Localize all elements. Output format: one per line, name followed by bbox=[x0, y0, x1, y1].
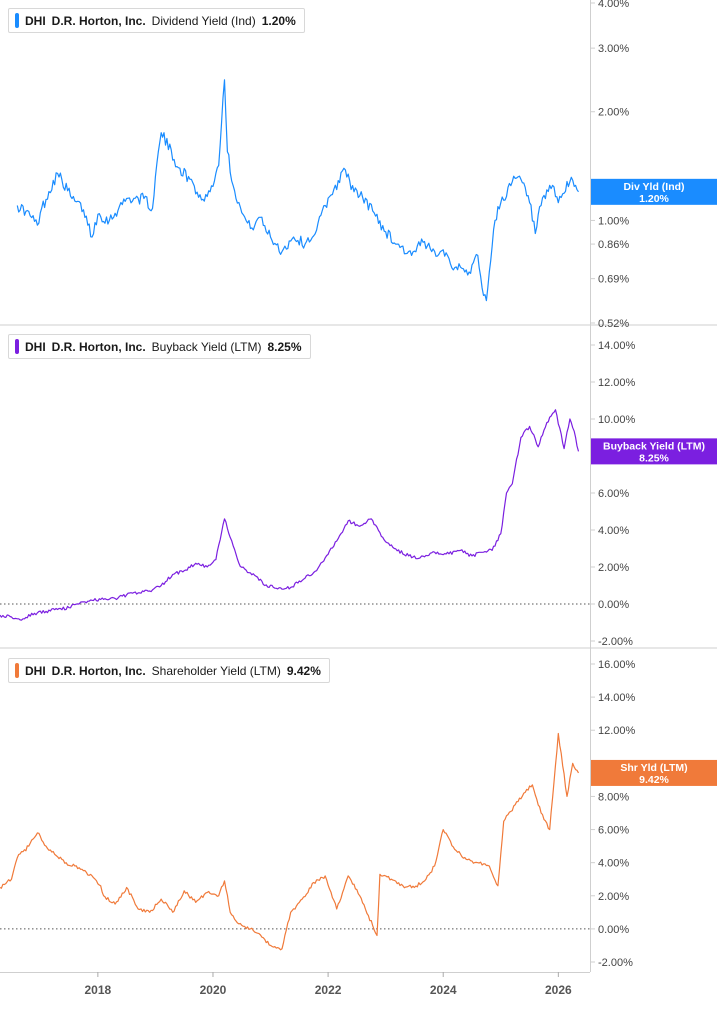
shareholder-yield-legend: DHI D.R. Horton, Inc. Shareholder Yield … bbox=[8, 658, 330, 683]
legend-company: D.R. Horton, Inc. bbox=[51, 663, 146, 678]
value-callout-value: 9.42% bbox=[639, 774, 669, 786]
y-tick-label: 8.00% bbox=[598, 791, 629, 803]
y-tick-label: 10.00% bbox=[598, 414, 636, 426]
y-tick-label: 6.00% bbox=[598, 825, 629, 837]
shareholder-yield-panel: 16.00%14.00%12.00%10.00%8.00%6.00%4.00%2… bbox=[0, 659, 717, 969]
y-tick-label: 0.69% bbox=[598, 274, 629, 286]
x-tick-label: 2018 bbox=[85, 983, 112, 997]
y-tick-label: -2.00% bbox=[598, 636, 633, 648]
series-line bbox=[0, 409, 580, 621]
legend-ticker: DHI bbox=[25, 339, 46, 354]
legend-company: D.R. Horton, Inc. bbox=[51, 13, 146, 28]
x-axis: 2018 2020 2022 2024 2026 bbox=[0, 972, 590, 997]
y-tick-label: 16.00% bbox=[598, 659, 636, 671]
y-tick-label: 4.00% bbox=[598, 0, 629, 10]
value-callout-label: Buyback Yield (LTM) bbox=[603, 440, 705, 452]
shareholder-yield-swatch bbox=[15, 663, 19, 678]
legend-metric: Buyback Yield (LTM) bbox=[151, 339, 262, 354]
y-tick-label: 1.00% bbox=[598, 215, 629, 227]
dividend-yield-swatch bbox=[15, 13, 19, 28]
value-callout bbox=[591, 759, 717, 786]
legend-ticker: DHI bbox=[25, 13, 46, 28]
buyback-yield-legend: DHI D.R. Horton, Inc. Buyback Yield (LTM… bbox=[8, 334, 311, 359]
legend-value: 1.20% bbox=[261, 13, 296, 28]
y-tick-label: 14.00% bbox=[598, 340, 636, 352]
series-line bbox=[0, 732, 580, 951]
y-tick-label: 2.00% bbox=[598, 562, 629, 574]
legend-value: 9.42% bbox=[286, 663, 321, 678]
y-tick-label: 4.00% bbox=[598, 858, 629, 870]
y-tick-label: 2.00% bbox=[598, 107, 629, 119]
series-line bbox=[16, 79, 579, 302]
x-tick-label: 2026 bbox=[545, 983, 572, 997]
legend-ticker: DHI bbox=[25, 663, 46, 678]
value-callout bbox=[591, 178, 717, 205]
legend-metric: Dividend Yield (Ind) bbox=[151, 13, 256, 28]
legend-value: 8.25% bbox=[267, 339, 302, 354]
value-callout-value: 8.25% bbox=[639, 452, 669, 464]
y-tick-label: 14.00% bbox=[598, 692, 636, 704]
dividend-yield-legend: DHI D.R. Horton, Inc. Dividend Yield (In… bbox=[8, 8, 305, 33]
y-tick-label: 2.00% bbox=[598, 891, 629, 903]
y-tick-label: 0.00% bbox=[598, 599, 629, 611]
y-tick-label: 12.00% bbox=[598, 725, 636, 737]
x-tick-label: 2022 bbox=[315, 983, 342, 997]
y-tick-label: 0.86% bbox=[598, 239, 629, 251]
y-tick-label: 3.00% bbox=[598, 43, 629, 55]
y-tick-label: 0.00% bbox=[598, 924, 629, 936]
dividend-yield-panel: 4.00% 3.00% 2.00% 1.00% 0.86% 0.69% 0.52% Div Y… bbox=[16, 0, 717, 330]
x-tick-label: 2020 bbox=[200, 983, 227, 997]
buyback-yield-panel: 14.00%12.00%10.00%8.00%6.00%4.00%2.00%0.… bbox=[0, 340, 717, 648]
legend-metric: Shareholder Yield (LTM) bbox=[151, 663, 281, 678]
value-callout bbox=[591, 438, 717, 465]
buyback-yield-swatch bbox=[15, 339, 19, 354]
y-tick-label: 4.00% bbox=[598, 525, 629, 537]
y-tick-label: -2.00% bbox=[598, 957, 633, 969]
x-tick-label: 2024 bbox=[430, 983, 457, 997]
value-callout-label: Div Yld (Ind) bbox=[623, 181, 684, 193]
panel-dividers bbox=[0, 0, 717, 972]
y-tick-label: 6.00% bbox=[598, 488, 629, 500]
value-callout-label: Shr Yld (LTM) bbox=[620, 762, 687, 774]
legend-company: D.R. Horton, Inc. bbox=[51, 339, 146, 354]
value-callout-value: 1.20% bbox=[639, 193, 669, 205]
y-tick-label: 12.00% bbox=[598, 377, 636, 389]
y-tick-label: 0.52% bbox=[598, 318, 629, 330]
